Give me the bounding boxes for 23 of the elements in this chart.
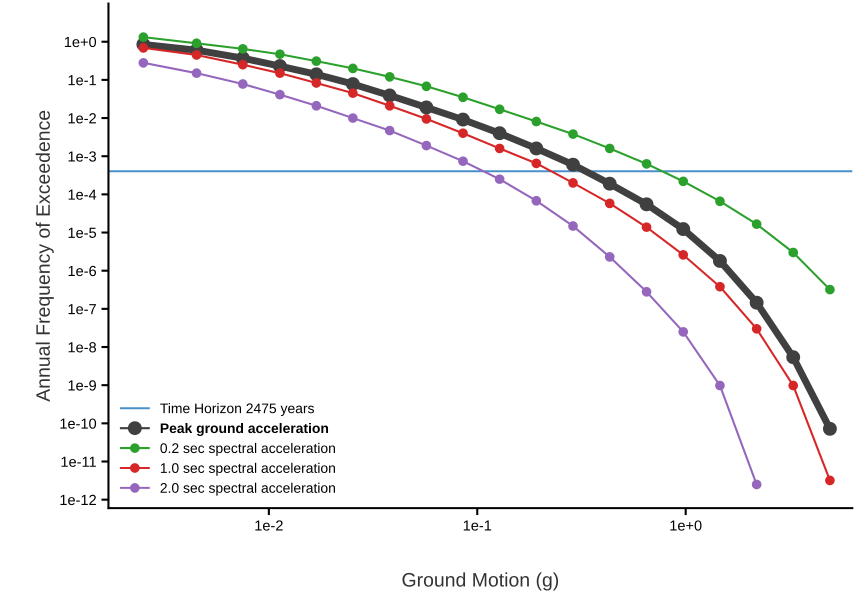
y-tick-label: 1e+0: [64, 36, 96, 48]
y-tick-label: 1e-10: [60, 418, 96, 429]
y-tick-label: 1e-4: [68, 190, 96, 200]
y-tick-label: 1e-9: [68, 380, 96, 391]
x-axis-title: Ground Motion (g): [402, 572, 558, 591]
y-axis-title: Annual Frequency of Exceedence: [36, 110, 54, 402]
legend-label: 1.0 sec spectral acceleration: [160, 462, 335, 476]
legend-label: 2.0 sec spectral acceleration: [160, 482, 335, 496]
y-tick-label: 1e-12: [60, 494, 96, 506]
y-tick-label: 1e-11: [62, 456, 96, 467]
y-tick-label: 1e-3: [68, 151, 96, 162]
y-tick-label: 1e-1: [68, 75, 96, 86]
legend-label: Time Horizon 2475 years: [160, 403, 314, 416]
x-tick-label: 1e-2: [255, 520, 283, 531]
y-tick-label: 1e-6: [68, 266, 96, 276]
x-tick-label: 1e-1: [464, 520, 492, 531]
y-tick-label: 1e-2: [68, 113, 96, 124]
y-tick-label: 1e-7: [68, 304, 96, 314]
x-tick-label: 1e+0: [670, 520, 702, 531]
legend-label: 0.2 sec spectral acceleration: [160, 442, 335, 456]
legend-label: Peak ground acceleration: [160, 422, 328, 436]
y-tick-label: 1e-8: [68, 342, 96, 352]
y-tick-label: 1e-5: [68, 228, 96, 238]
